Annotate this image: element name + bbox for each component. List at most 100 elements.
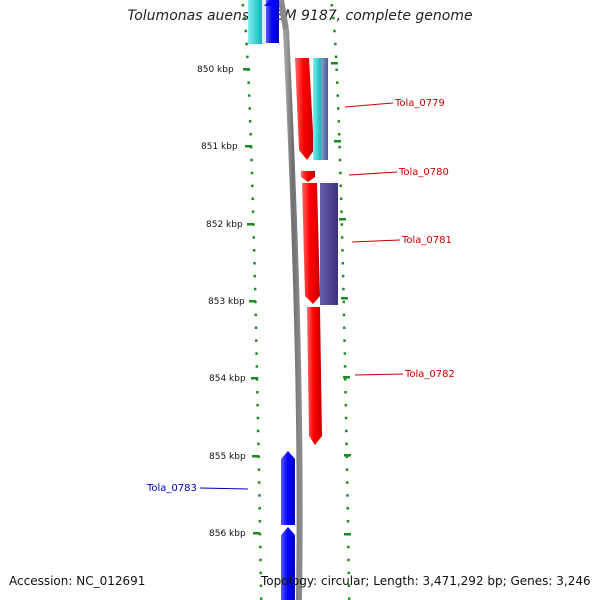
cds-tola-0779	[295, 58, 314, 160]
gene-tola-0780[interactable]	[301, 171, 315, 182]
outer-ruler-dot	[335, 68, 338, 71]
outer-ruler-dot	[341, 274, 345, 278]
outer-ruler-dot	[346, 494, 349, 497]
kbp-tick-856	[253, 532, 260, 535]
kbp-label-855: 855 kbp	[209, 452, 246, 462]
inner-ruler-dot	[253, 274, 256, 278]
outer-ruler-dot	[346, 507, 349, 510]
inner-ruler-dot	[246, 55, 249, 59]
inner-ruler-dot	[251, 210, 255, 213]
outer-ruler-dot	[348, 597, 351, 600]
gene-label-tola-0779[interactable]: Tola_0779	[394, 98, 445, 109]
reverse-cds-top	[266, 0, 279, 43]
inner-ruler-dot	[243, 16, 246, 20]
inner-ruler-dot	[250, 171, 254, 175]
inner-ruler-dot	[253, 262, 256, 265]
leader-tola-0782	[354, 373, 404, 376]
outer-ruler-dot	[337, 133, 341, 136]
outer-ruler-dot	[340, 223, 344, 226]
outer-ruler-dot	[345, 429, 348, 433]
kbp-tick-853	[249, 300, 256, 303]
kbp-tick-852	[247, 223, 254, 226]
outer-ruler-dot	[340, 236, 344, 239]
outer-ruler-dot	[347, 558, 350, 562]
outer-ruler-dot	[334, 55, 338, 59]
outer-ruler-dot	[347, 571, 350, 575]
top-features	[248, 0, 280, 44]
inner-ruler-dot	[255, 352, 258, 355]
gene-label-tola-0780[interactable]: Tola_0780	[398, 167, 449, 178]
inner-ruler-dot	[247, 94, 251, 97]
cds-tola-0782	[307, 307, 322, 445]
inner-ruler-dot	[257, 468, 261, 471]
inner-ruler-dot	[252, 236, 255, 239]
outer-ruler-dot	[340, 210, 343, 213]
outer-ruler-dot	[347, 584, 351, 587]
gene-labels: Tola_0779 Tola_0780 Tola_0781 Tola_0782 …	[146, 98, 455, 494]
leader-tola-0780	[348, 171, 398, 176]
gene-tola-0779[interactable]	[295, 58, 328, 160]
outer-ring-ticks	[331, 62, 351, 536]
outer-ruler-dot	[339, 197, 343, 200]
inner-ruler-dot	[253, 287, 257, 291]
gene-tola-0782[interactable]	[307, 307, 322, 445]
cds-tola-0781	[302, 183, 320, 304]
gene-label-tola-0781[interactable]: Tola_0781	[401, 235, 452, 246]
outer-ruler-dot	[334, 42, 337, 46]
kbp-label-850: 850 kbp	[197, 65, 234, 75]
cds-next-reverse	[281, 527, 295, 600]
outer-ruler-dot	[338, 145, 341, 149]
outer-ruler-dot	[337, 107, 340, 110]
steel-feature-top	[262, 0, 266, 44]
gene-tola-0781[interactable]	[302, 183, 338, 305]
inner-ruler-dot	[255, 365, 259, 368]
leader-tola-0783	[199, 487, 249, 490]
kbp-label-853: 853 kbp	[208, 297, 245, 307]
cyan-feature-top	[248, 0, 262, 44]
outer-ruler-dot	[345, 468, 349, 471]
inner-ruler-dot	[252, 249, 256, 252]
inner-ruler-dot	[256, 391, 259, 394]
outer-ruler-dot	[345, 455, 349, 458]
gene-tola-0783[interactable]	[281, 451, 295, 600]
outer-ruler-dot	[344, 416, 348, 420]
inner-ruler-dot	[254, 313, 257, 317]
outer-ruler-dot	[339, 184, 342, 188]
gene-label-tola-0783[interactable]: Tola_0783	[146, 483, 197, 494]
inner-ruler-dot	[245, 42, 248, 46]
outer-ruler-dot	[344, 378, 347, 381]
outer-ruler-dots	[330, 4, 351, 600]
outer-ruler-dot	[333, 29, 336, 33]
cds-tola-0780	[301, 171, 315, 182]
outer-ruler-dot	[336, 94, 339, 97]
outer-ruler-dot	[337, 120, 340, 123]
inner-ruler-dot	[258, 520, 262, 523]
outer-ruler-dot	[342, 313, 346, 317]
outer-ruler-dot	[343, 339, 346, 342]
outer-ruler-dot	[343, 365, 347, 368]
kbp-tick-855	[252, 455, 259, 458]
genome-title: Tolumonas auensis DSM 9187, complete gen…	[127, 8, 473, 24]
outer-ruler-dot	[336, 81, 339, 84]
outer-ruler-dot	[344, 391, 347, 394]
accession-text: Accession: NC_012691	[9, 574, 146, 588]
inner-ruler-dot	[258, 532, 262, 536]
inner-ruler-dot	[244, 29, 247, 33]
outer-ruler-dot	[341, 262, 345, 265]
kbp-label-856: 856 kbp	[209, 529, 246, 539]
inner-ruler-dot	[247, 81, 250, 84]
inner-ruler-dot	[259, 571, 262, 575]
gene-label-tola-0782[interactable]: Tola_0782	[404, 369, 455, 380]
kbp-tick-850	[243, 68, 250, 71]
steel-feature-tola-0779	[321, 58, 328, 160]
kbp-tick-854	[251, 377, 258, 380]
outer-ruler-dot	[343, 326, 346, 329]
inner-ruler-dot	[258, 494, 261, 497]
cyan-feature-tola-0779	[313, 58, 321, 160]
genome-summary-text: Topology: circular; Length: 3,471,292 bp…	[261, 574, 591, 588]
inner-ruler-dot	[256, 403, 259, 407]
inner-ruler-dot	[256, 429, 260, 433]
leader-tola-0781	[351, 239, 401, 243]
inner-ruler-dot	[258, 507, 261, 510]
